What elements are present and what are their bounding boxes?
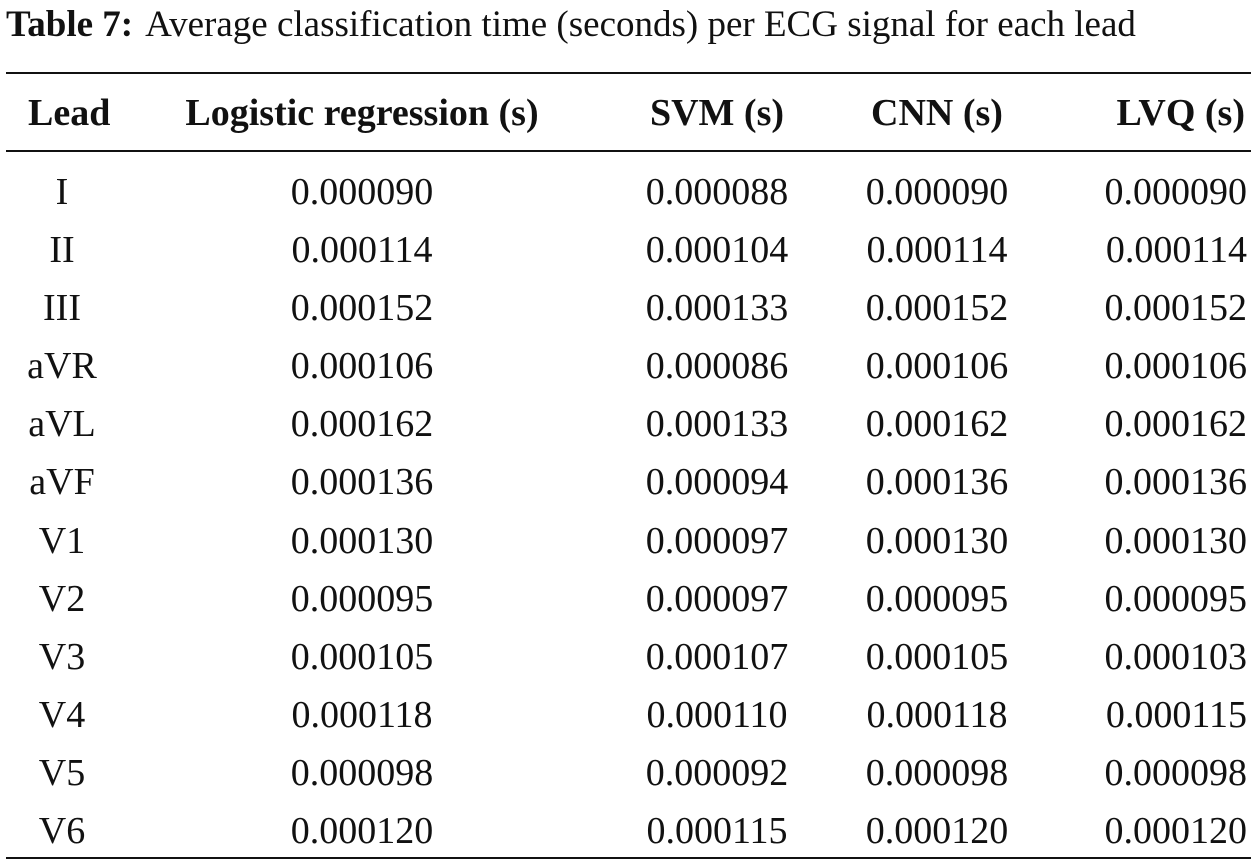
lvq-cell: 0.000090 <box>1104 171 1248 213</box>
logistic-regression-cell: 0.000162 <box>290 403 434 446</box>
lvq-cell: 0.000130 <box>1104 519 1248 562</box>
column-header-lvq: LVQ (s) <box>1116 91 1245 134</box>
lvq-cell: 0.000095 <box>1104 577 1248 620</box>
logistic-regression-cell: 0.000136 <box>290 461 434 504</box>
svm-cell: 0.000115 <box>646 809 788 852</box>
table-row: I 0.000090 0.000088 0.000090 0.000090 <box>6 151 1251 221</box>
lvq-cell: 0.000098 <box>1104 751 1248 794</box>
lvq-cell: 0.000114 <box>1105 229 1247 272</box>
logistic-regression-cell: 0.000095 <box>290 577 434 620</box>
lvq-cell: 0.000103 <box>1104 635 1248 678</box>
cnn-cell: 0.000130 <box>865 519 1009 562</box>
logistic-regression-cell: 0.000152 <box>290 287 434 330</box>
table-caption-label: Table 7: <box>6 4 134 45</box>
lead-cell: aVL <box>28 403 96 446</box>
table-row: aVR 0.000106 0.000086 0.000106 0.000106 <box>6 337 1251 395</box>
lvq-cell: 0.000115 <box>1105 693 1247 736</box>
table-row: III 0.000152 0.000133 0.000152 0.000152 <box>6 279 1251 337</box>
cnn-cell: 0.000114 <box>866 229 1008 272</box>
svm-cell: 0.000097 <box>645 577 789 620</box>
svm-cell: 0.000104 <box>645 229 789 272</box>
svm-cell: 0.000094 <box>645 461 789 504</box>
table-row: aVL 0.000162 0.000133 0.000162 0.000162 <box>6 395 1251 453</box>
logistic-regression-cell: 0.000120 <box>290 809 434 852</box>
table-bottom-rule <box>6 857 1251 859</box>
table-row: V4 0.000118 0.000110 0.000118 0.000115 <box>6 686 1251 744</box>
svm-cell: 0.000088 <box>645 171 789 213</box>
lvq-cell: 0.000152 <box>1104 287 1248 330</box>
logistic-regression-cell: 0.000090 <box>290 171 434 213</box>
table-row: V6 0.000120 0.000115 0.000120 0.000120 <box>6 802 1251 860</box>
lead-cell: II <box>49 229 75 272</box>
lead-cell: V4 <box>38 693 86 736</box>
table-row: II 0.000114 0.000104 0.000114 0.000114 <box>6 221 1251 279</box>
lead-cell: V3 <box>38 635 86 678</box>
cnn-cell: 0.000105 <box>865 635 1009 678</box>
table-caption-text: Average classification time (seconds) pe… <box>145 4 1136 45</box>
lead-cell: III <box>43 287 81 330</box>
cnn-cell: 0.000162 <box>865 403 1009 446</box>
table-header-row: Lead Logistic regression (s) SVM (s) CNN… <box>6 74 1251 151</box>
lead-cell: V5 <box>38 751 86 794</box>
logistic-regression-cell: 0.000105 <box>290 635 434 678</box>
table-row: V5 0.000098 0.000092 0.000098 0.000098 <box>6 744 1251 802</box>
table-row: V1 0.000130 0.000097 0.000130 0.000130 <box>6 511 1251 569</box>
cnn-cell: 0.000098 <box>865 751 1009 794</box>
lvq-cell: 0.000136 <box>1104 461 1248 504</box>
logistic-regression-cell: 0.000130 <box>290 519 434 562</box>
lead-cell: V2 <box>38 577 86 620</box>
table-header-rule <box>6 150 1251 152</box>
logistic-regression-cell: 0.000118 <box>291 693 433 736</box>
svm-cell: 0.000092 <box>645 751 789 794</box>
cnn-cell: 0.000152 <box>865 287 1009 330</box>
lvq-cell: 0.000120 <box>1104 809 1248 852</box>
lead-cell: V6 <box>38 809 86 852</box>
column-header-svm: SVM (s) <box>649 91 785 134</box>
table-top-rule <box>6 72 1251 74</box>
lead-cell: V1 <box>38 519 86 562</box>
svm-cell: 0.000110 <box>646 693 788 736</box>
lvq-cell: 0.000106 <box>1104 345 1248 388</box>
table-caption: Table 7: Average classification time (sec… <box>6 2 1251 48</box>
svm-cell: 0.000097 <box>645 519 789 562</box>
cnn-cell: 0.000106 <box>865 345 1009 388</box>
cnn-cell: 0.000120 <box>865 809 1009 852</box>
svm-cell: 0.000107 <box>645 635 789 678</box>
lead-cell: I <box>55 171 69 213</box>
lead-cell: aVR <box>27 345 97 388</box>
cnn-cell: 0.000090 <box>865 171 1009 213</box>
logistic-regression-cell: 0.000114 <box>291 229 433 272</box>
svm-cell: 0.000133 <box>645 403 789 446</box>
logistic-regression-cell: 0.000106 <box>290 345 434 388</box>
table-row: aVF 0.000136 0.000094 0.000136 0.000136 <box>6 453 1251 511</box>
cnn-cell: 0.000095 <box>865 577 1009 620</box>
cnn-cell: 0.000118 <box>866 693 1008 736</box>
lead-cell: aVF <box>29 461 95 504</box>
column-header-lead: Lead <box>28 91 111 134</box>
svm-cell: 0.000086 <box>645 345 789 388</box>
logistic-regression-cell: 0.000098 <box>290 751 434 794</box>
classification-time-table: Lead Logistic regression (s) SVM (s) CNN… <box>6 74 1251 860</box>
svm-cell: 0.000133 <box>645 287 789 330</box>
column-header-logistic-regression: Logistic regression (s) <box>185 91 539 134</box>
cnn-cell: 0.000136 <box>865 461 1009 504</box>
table-row: V2 0.000095 0.000097 0.000095 0.000095 <box>6 570 1251 628</box>
table-row: V3 0.000105 0.000107 0.000105 0.000103 <box>6 628 1251 686</box>
column-header-cnn: CNN (s) <box>871 91 1003 134</box>
lvq-cell: 0.000162 <box>1104 403 1248 446</box>
